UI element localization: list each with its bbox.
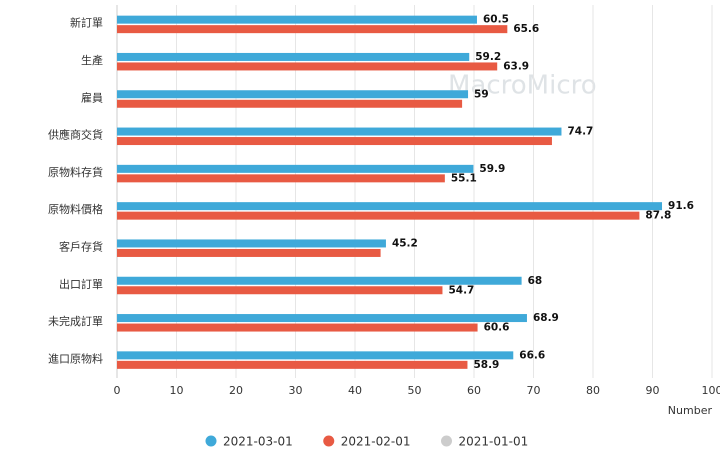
x-tick-label: 20 bbox=[229, 384, 243, 397]
legend-label[interactable]: 2021-02-01 bbox=[341, 435, 411, 449]
value-label: 60.5 bbox=[483, 14, 509, 26]
x-tick-label: 30 bbox=[289, 384, 303, 397]
legend-label[interactable]: 2021-03-01 bbox=[223, 435, 293, 449]
value-label: 68.9 bbox=[533, 312, 559, 324]
value-label: 59.2 bbox=[475, 51, 501, 63]
value-label: 65.6 bbox=[513, 23, 539, 35]
value-label: 91.6 bbox=[668, 200, 694, 212]
x-tick-label: 80 bbox=[586, 384, 600, 397]
y-tick-label: 新訂單 bbox=[70, 16, 103, 30]
legend-marker[interactable] bbox=[441, 435, 452, 447]
y-tick-label: 客戶存貨 bbox=[59, 239, 103, 253]
x-tick-label: 70 bbox=[527, 384, 541, 397]
bar bbox=[117, 360, 468, 369]
value-label: 54.7 bbox=[448, 284, 474, 296]
bar bbox=[117, 52, 470, 61]
y-tick-label: 進口原物料 bbox=[48, 351, 103, 365]
bar bbox=[117, 62, 498, 71]
value-label: 59 bbox=[474, 88, 489, 100]
watermark: MacroMicro bbox=[448, 71, 597, 101]
bar bbox=[117, 127, 562, 136]
x-tick-label: 50 bbox=[408, 384, 422, 397]
y-tick-label: 原物料價格 bbox=[48, 202, 103, 216]
y-tick-label: 出口訂單 bbox=[59, 277, 103, 291]
legend-marker[interactable] bbox=[323, 435, 335, 447]
legend-label[interactable]: 2021-01-01 bbox=[459, 435, 529, 449]
value-label: 68 bbox=[528, 275, 543, 287]
x-tick-label: 90 bbox=[646, 384, 660, 397]
value-label: 66.6 bbox=[519, 349, 545, 361]
bar bbox=[117, 90, 469, 99]
bar bbox=[117, 211, 640, 220]
x-axis-label: Number bbox=[668, 404, 713, 417]
value-label: 58.9 bbox=[473, 359, 499, 371]
value-label: 45.2 bbox=[392, 237, 418, 249]
bar bbox=[117, 164, 474, 173]
y-tick-label: 供應商交貨 bbox=[48, 128, 103, 142]
bar bbox=[117, 248, 381, 257]
value-label: 60.6 bbox=[484, 322, 510, 334]
bar bbox=[117, 276, 522, 285]
y-tick-label: 未完成訂單 bbox=[48, 314, 103, 328]
value-label: 87.8 bbox=[645, 210, 671, 222]
x-tick-label: 0 bbox=[114, 384, 121, 397]
bar bbox=[117, 15, 477, 24]
bar bbox=[117, 174, 445, 183]
value-label: 63.9 bbox=[503, 60, 529, 72]
bar bbox=[117, 25, 508, 34]
bar bbox=[117, 239, 386, 248]
value-label: 59.9 bbox=[479, 163, 505, 175]
x-tick-label: 40 bbox=[348, 384, 362, 397]
bar bbox=[117, 351, 514, 360]
y-tick-label: 雇員 bbox=[81, 90, 103, 104]
value-label: 55.1 bbox=[451, 172, 477, 184]
y-tick-label: 生產 bbox=[81, 53, 103, 67]
bar bbox=[117, 323, 478, 332]
bar bbox=[117, 314, 527, 323]
bar bbox=[117, 137, 552, 146]
legend-marker[interactable] bbox=[205, 435, 217, 447]
bar bbox=[117, 99, 463, 108]
y-tick-label: 原物料存貨 bbox=[48, 165, 103, 179]
bar bbox=[117, 202, 663, 211]
bar bbox=[117, 286, 443, 295]
value-label: 74.7 bbox=[567, 126, 593, 138]
x-tick-label: 10 bbox=[170, 384, 184, 397]
x-tick-label: 100 bbox=[702, 384, 720, 397]
x-tick-label: 60 bbox=[467, 384, 481, 397]
